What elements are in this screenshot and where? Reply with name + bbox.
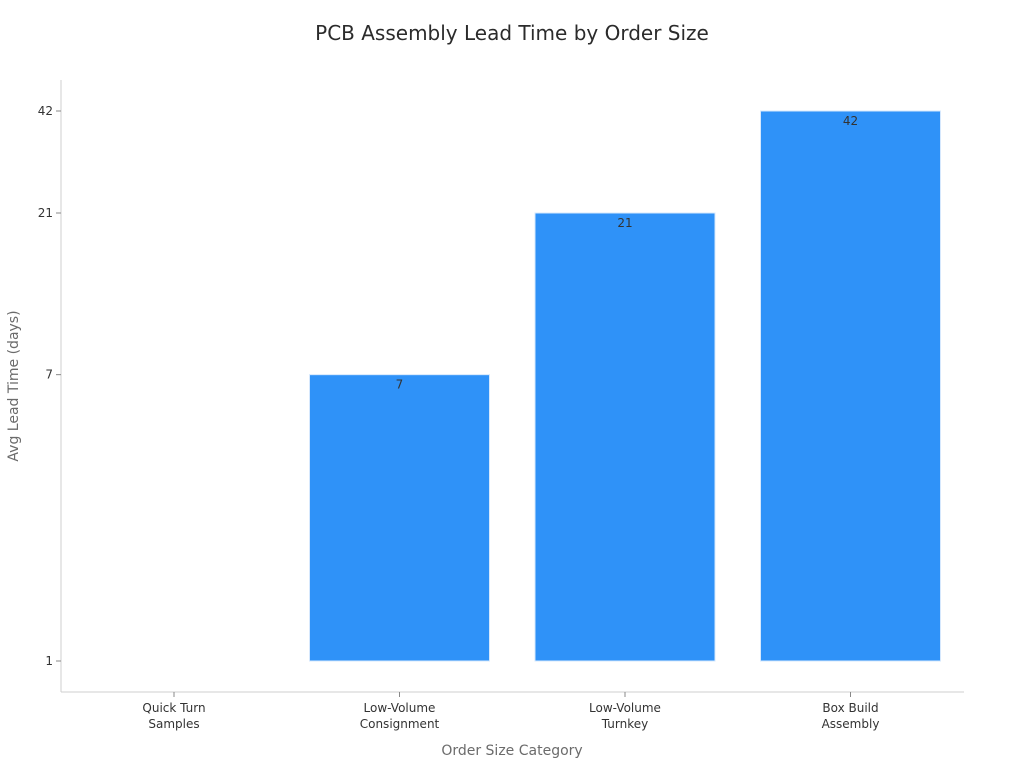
- y-tick-label: 21: [38, 206, 53, 220]
- bar: [534, 212, 716, 662]
- y-axis-ticks: 1 7 21 42: [38, 104, 61, 668]
- x-tick-label: Low-Volume Turnkey: [589, 701, 661, 731]
- x-tick-label: Quick Turn Samples: [142, 701, 205, 731]
- bar-value-label: 7: [396, 378, 404, 392]
- x-tick-label-line: Turnkey: [601, 717, 648, 731]
- bar: [309, 374, 490, 662]
- x-tick-label-line: Low-Volume: [364, 701, 436, 715]
- y-axis-title: Avg Lead Time (days): [6, 310, 22, 461]
- x-tick-label-line: Consignment: [360, 717, 440, 731]
- y-tick-label: 1: [45, 654, 53, 668]
- x-tick-label-line: Assembly: [822, 717, 880, 731]
- x-tick-label: Box Build Assembly: [822, 701, 880, 731]
- bar-value-label: 21: [617, 216, 632, 230]
- chart-title: PCB Assembly Lead Time by Order Size: [315, 21, 709, 45]
- x-tick-label-line: Quick Turn: [142, 701, 205, 715]
- x-tick-label-line: Samples: [148, 717, 199, 731]
- plot-area: [60, 80, 964, 693]
- y-tick-label: 42: [38, 104, 53, 118]
- bar: [760, 110, 941, 662]
- x-tick-label-line: Low-Volume: [589, 701, 661, 715]
- x-axis-title: Order Size Category: [441, 743, 582, 759]
- x-tick-label-line: Box Build: [822, 701, 878, 715]
- data-labels: 7 21 42: [396, 114, 858, 392]
- x-tick-label: Low-Volume Consignment: [360, 701, 440, 731]
- bars: [309, 110, 941, 662]
- bar-value-label: 42: [843, 114, 858, 128]
- y-tick-label: 7: [45, 368, 53, 382]
